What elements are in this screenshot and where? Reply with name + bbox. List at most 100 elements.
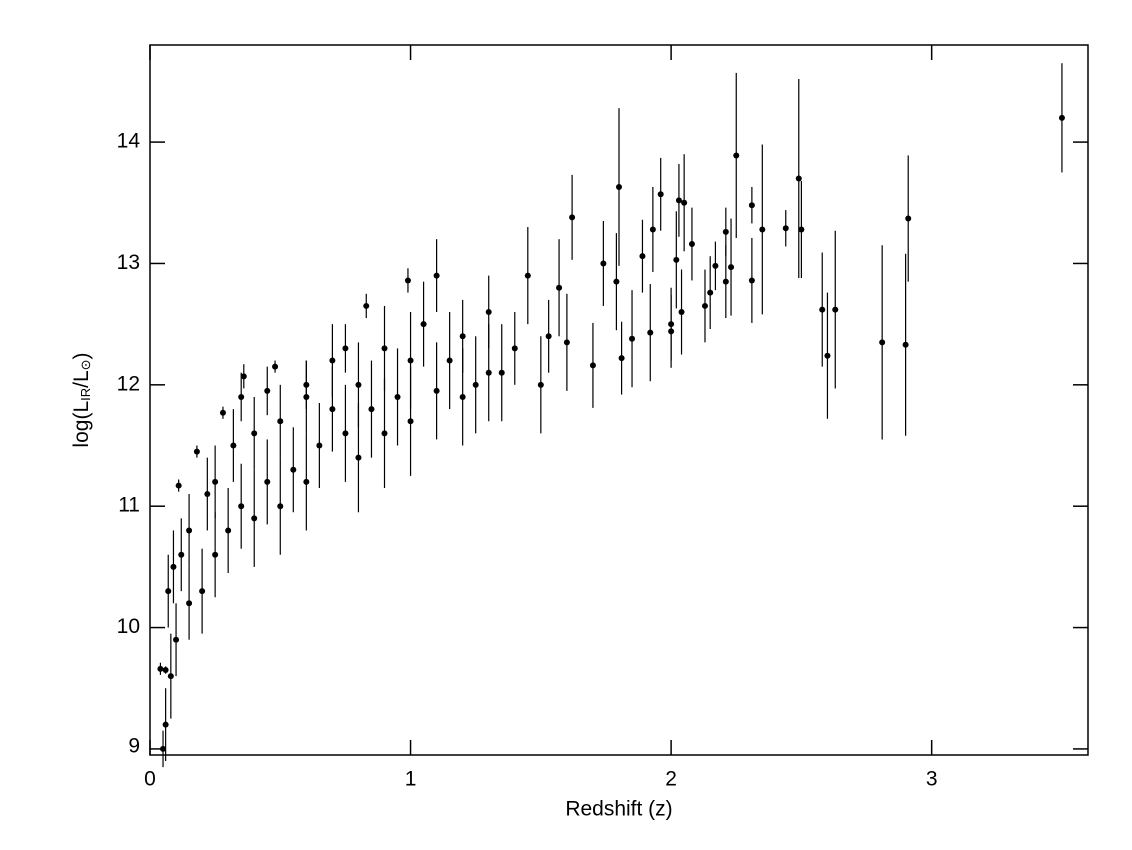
- x-tick-label: 3: [926, 768, 938, 791]
- data-point: [157, 665, 164, 672]
- y-tick-label: 13: [117, 251, 140, 274]
- plot-frame: [149, 44, 1089, 756]
- y-tick-label: 11: [118, 494, 140, 517]
- y-label-part: /L: [70, 370, 93, 388]
- data-point: [459, 393, 466, 400]
- data-point: [272, 363, 279, 370]
- data-point: [613, 278, 620, 285]
- data-point: [1058, 114, 1065, 121]
- data-point: [707, 289, 714, 296]
- data-point: [277, 418, 284, 425]
- data-point: [782, 225, 789, 232]
- data-point: [212, 551, 219, 558]
- data-point: [219, 409, 226, 416]
- data-point: [186, 600, 193, 607]
- data-point: [446, 357, 453, 364]
- x-tick-label: 0: [144, 768, 156, 791]
- data-point: [329, 357, 336, 364]
- data-point: [678, 309, 685, 316]
- data-point: [819, 306, 826, 313]
- data-point: [668, 321, 675, 328]
- data-point: [381, 345, 388, 352]
- x-tick-label: 1: [405, 768, 417, 791]
- data-point: [199, 588, 206, 595]
- data-point: [905, 215, 912, 222]
- data-point: [722, 228, 729, 235]
- data-point: [420, 321, 427, 328]
- data-point: [545, 333, 552, 340]
- data-point: [569, 214, 576, 221]
- data-point: [433, 387, 440, 394]
- data-point: [342, 430, 349, 437]
- data-point: [167, 673, 174, 680]
- data-point: [511, 345, 518, 352]
- data-point: [795, 175, 802, 182]
- data-point: [193, 448, 200, 455]
- data-point: [404, 277, 411, 284]
- data-point: [238, 393, 245, 400]
- data-point: [832, 306, 839, 313]
- data-point: [485, 369, 492, 376]
- data-point: [673, 256, 680, 263]
- data-point: [681, 199, 688, 206]
- data-point: [748, 277, 755, 284]
- data-point: [616, 184, 622, 190]
- data-point: [701, 302, 708, 309]
- data-point: [251, 430, 258, 437]
- data-point: [175, 482, 182, 489]
- y-label-part: ⊙: [78, 359, 93, 370]
- data-point: [728, 264, 735, 271]
- data-point: [688, 241, 695, 248]
- data-point: [879, 339, 886, 346]
- data-point: [381, 430, 388, 437]
- data-point: [485, 309, 492, 316]
- data-point: [902, 341, 909, 348]
- data-point: [186, 527, 193, 534]
- data-point: [824, 352, 831, 359]
- y-axis-label: log(LIR/L⊙): [70, 352, 94, 447]
- data-point: [251, 515, 258, 522]
- data-point: [355, 454, 362, 461]
- data-point: [303, 478, 310, 485]
- data-point: [178, 551, 185, 558]
- data-point: [290, 466, 297, 473]
- x-axis-label: Redshift (z): [565, 798, 672, 821]
- data-point: [712, 262, 719, 269]
- data-point: [303, 381, 310, 388]
- data-point: [212, 478, 219, 485]
- data-point: [733, 152, 740, 159]
- y-tick-label: 9: [128, 735, 140, 758]
- data-point: [524, 272, 531, 279]
- data-point: [342, 345, 349, 352]
- data-point: [407, 418, 414, 425]
- y-tick-label: 12: [117, 372, 140, 395]
- data-point: [647, 329, 654, 336]
- y-label-part: ): [70, 352, 93, 359]
- data-point: [649, 226, 656, 233]
- x-tick-label: 2: [665, 768, 677, 791]
- data-point: [225, 527, 232, 534]
- data-point: [629, 335, 636, 342]
- y-tick-label: 14: [117, 130, 141, 153]
- data-point: [563, 339, 570, 346]
- data-point: [759, 226, 766, 233]
- data-point: [316, 442, 323, 449]
- y-label-part: log(L: [70, 401, 93, 448]
- data-point: [498, 369, 505, 376]
- data-point: [748, 202, 755, 209]
- data-point: [264, 478, 271, 485]
- data-point: [162, 721, 169, 728]
- data-point: [472, 381, 479, 388]
- data-point: [798, 226, 805, 233]
- data-point: [722, 278, 729, 285]
- data-point: [230, 442, 237, 449]
- data-point: [170, 563, 177, 570]
- data-point: [537, 381, 544, 388]
- data-point: [238, 503, 245, 510]
- data-point: [618, 355, 625, 362]
- data-point: [394, 393, 401, 400]
- data-point: [657, 191, 664, 198]
- y-label-part: IR: [78, 388, 93, 401]
- data-point: [600, 260, 607, 267]
